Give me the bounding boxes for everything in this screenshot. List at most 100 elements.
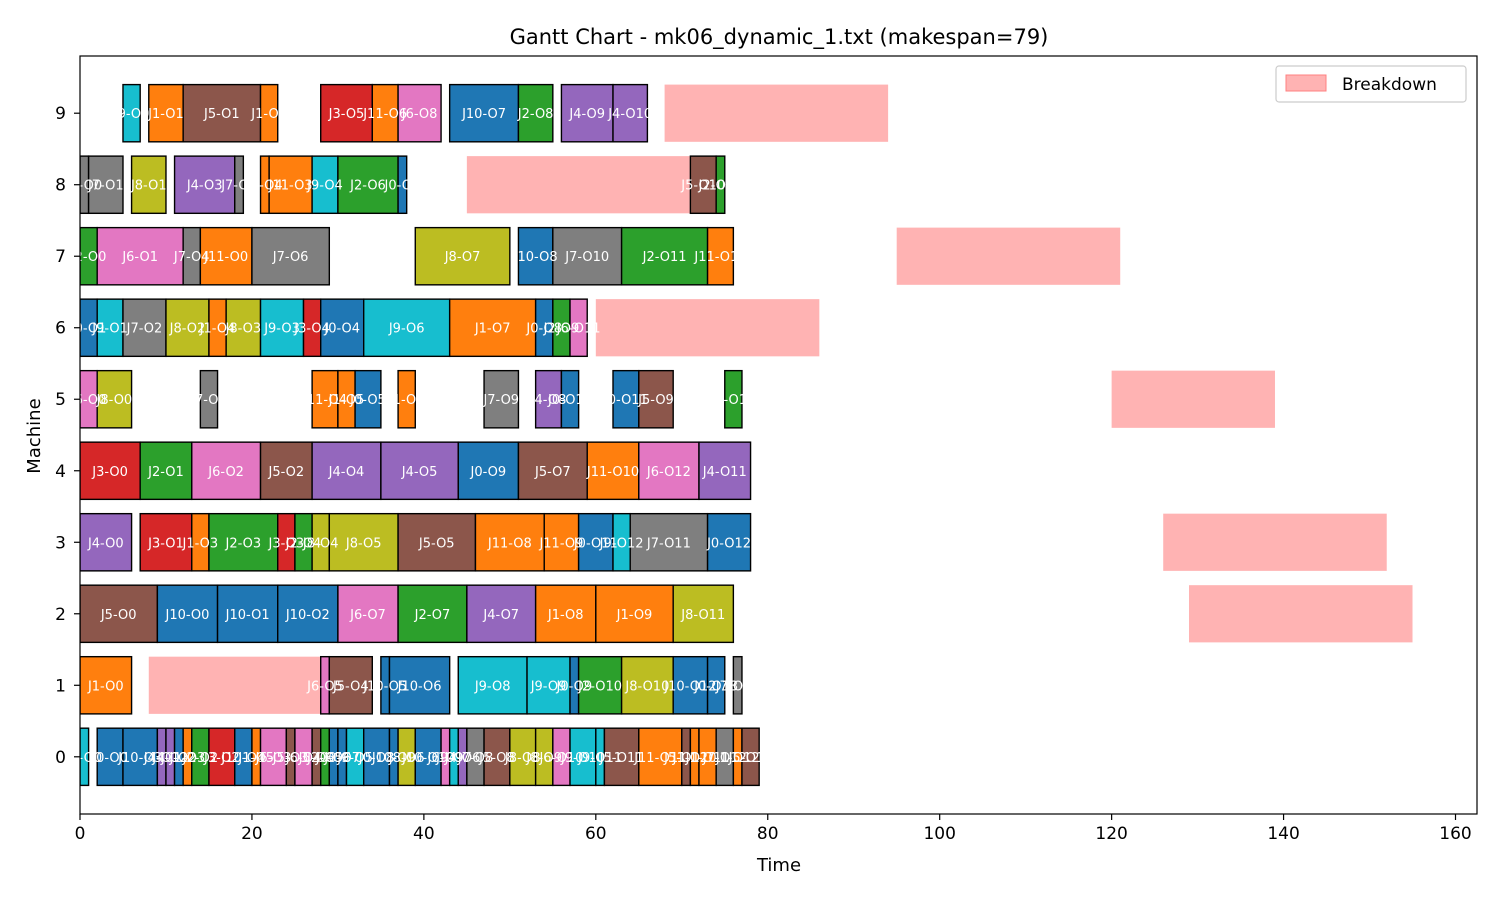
operation-bar [595, 584, 674, 644]
y-tick-label: 9 [55, 104, 66, 124]
operation-bar [199, 226, 253, 286]
operation-bar [311, 155, 339, 215]
operation-bar [552, 226, 623, 286]
operation-label: J2-O13 [710, 393, 755, 408]
operation-bar [577, 655, 623, 715]
operation-label: J11-O11 [633, 751, 686, 766]
operation-label: J8-O4 [302, 536, 339, 551]
operation-bar [629, 512, 709, 572]
operation-bar [560, 369, 580, 429]
operation-label: J7-O2 [126, 322, 163, 337]
operation-bar [388, 655, 451, 715]
operation-label: J3-O1 [147, 536, 184, 551]
operation-label: J1-O6 [388, 393, 425, 408]
breakdown-bar [595, 299, 820, 357]
operation-label: J5-O10 [680, 179, 725, 194]
operation-label: J7-O6 [272, 250, 309, 265]
operation-label: J9-O11 [577, 751, 622, 766]
operation-bar [80, 655, 133, 715]
operation-label: J5-O8 [478, 751, 515, 766]
operation-bar [741, 727, 760, 787]
operation-label: J6-O1 [121, 250, 158, 265]
operation-label: J2-O11 [642, 250, 687, 265]
operation-label: J8-O5 [345, 536, 382, 551]
operation-label: J7-O10 [564, 250, 609, 265]
operation-bar [199, 369, 219, 429]
operation-label: J10-O7 [461, 107, 506, 122]
operation-label: J1-O11 [685, 751, 730, 766]
y-tick-label: 7 [55, 247, 66, 267]
operation-label: J2-O5 [306, 751, 343, 766]
operation-label: J7-O4 [173, 250, 210, 265]
operation-bar [96, 727, 124, 787]
operation-label: J11-O8 [487, 536, 532, 551]
operation-label: J4-O8 [530, 393, 567, 408]
operation-label: J1-O5 [237, 751, 274, 766]
operation-label: J7-O12 [702, 751, 747, 766]
operation-label: J7-O8 [457, 751, 494, 766]
operation-label: J5-O9 [637, 393, 674, 408]
breakdown-bar [1163, 513, 1387, 571]
operation-label: J7-O11 [646, 536, 691, 551]
operation-label: J0-O6 [315, 751, 352, 766]
operation-label: J4-O4 [328, 465, 365, 480]
operation-label: J8-O9 [525, 751, 562, 766]
operation-label: J9-O3 [263, 322, 300, 337]
operation-label: J2-O4 [285, 536, 322, 551]
operation-label: J6-O5 [306, 679, 343, 694]
operation-bar [96, 226, 184, 286]
operation-label: J5-O13 [728, 751, 773, 766]
operation-bar [130, 155, 167, 215]
operation-label: J7-O3 [220, 179, 257, 194]
operation-bar [87, 155, 124, 215]
operation-label: J6-O8 [401, 107, 438, 122]
operation-bar [586, 441, 640, 501]
operation-label: J8-O2 [169, 322, 206, 337]
operation-bar [259, 298, 305, 358]
operation-bar [259, 83, 279, 143]
y-axis-label: Machine [24, 398, 45, 473]
operation-label: J8-O7 [444, 250, 481, 265]
operation-bar [259, 441, 313, 501]
legend: Breakdown [1275, 65, 1467, 103]
operation-label: J0-O7 [323, 751, 360, 766]
operation-bar [715, 155, 726, 215]
operation-bar [148, 83, 184, 143]
operation-bar [569, 298, 588, 358]
operation-label: J11-O9 [538, 536, 583, 551]
operation-bar [509, 727, 537, 787]
operation-bar [173, 155, 236, 215]
operation-bar [560, 83, 614, 143]
x-axis-label: Time [756, 855, 801, 876]
operation-bar [328, 655, 373, 715]
operation-bar [534, 369, 563, 429]
operation-label: J7-O1 [87, 179, 124, 194]
operation-label: J5-O4 [332, 679, 369, 694]
operation-label: J9-O0 [65, 751, 102, 766]
operation-label: J10-O1 [225, 608, 270, 623]
operation-bar [577, 512, 614, 572]
operation-label: J0-O9 [555, 679, 592, 694]
operation-label: J2-O10 [577, 679, 622, 694]
operation-label: J9-O1 [91, 322, 128, 337]
operation-bar [689, 155, 717, 215]
operation-label: J6-O0 [70, 393, 107, 408]
operation-bar [139, 512, 193, 572]
operation-label: J5-O12 [663, 751, 708, 766]
operation-label: J9-O4 [306, 179, 343, 194]
y-tick-label: 4 [55, 462, 66, 482]
operation-bar [208, 512, 279, 572]
x-tick-label: 60 [585, 824, 607, 844]
operation-label: J1-O8 [547, 608, 584, 623]
operation-label: J8-O8 [504, 751, 541, 766]
operation-bar [311, 369, 339, 429]
operation-label: J9-O8 [474, 679, 511, 694]
operation-bar [225, 298, 262, 358]
y-tick-label: 1 [55, 676, 66, 696]
operation-label: J9-O10 [560, 751, 605, 766]
operation-label: J6-O9 [427, 751, 464, 766]
operation-bar [672, 584, 735, 644]
operation-label: J4-O11 [702, 465, 747, 480]
operation-label: J10-O0 [164, 608, 209, 623]
operation-label: J3-O5 [328, 107, 365, 122]
